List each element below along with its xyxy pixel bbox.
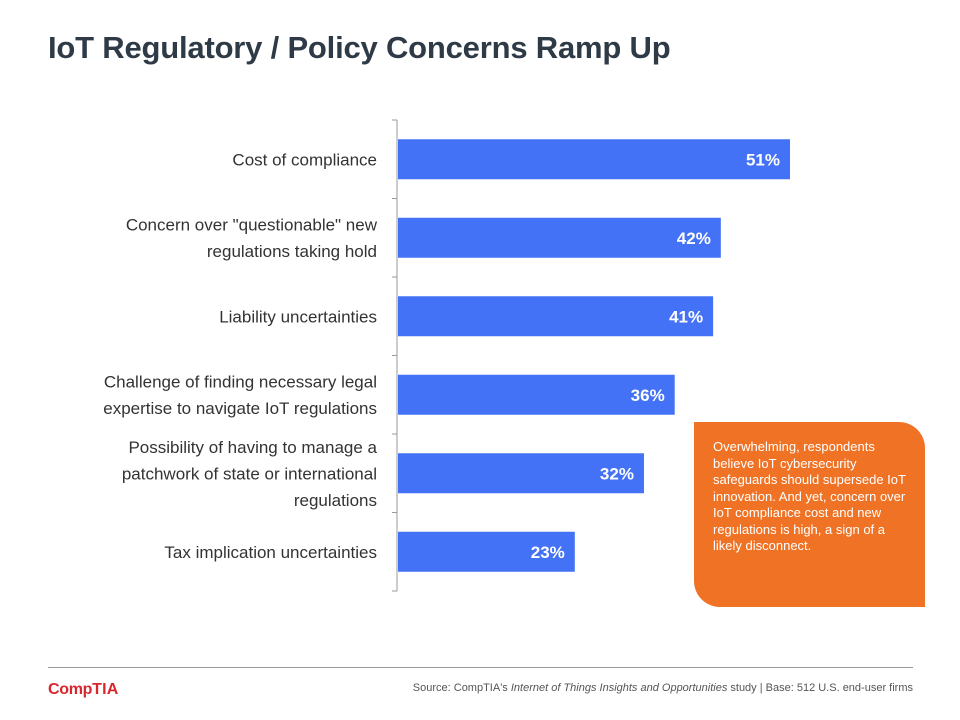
data-label: 32% xyxy=(600,464,634,483)
bar xyxy=(398,531,575,572)
category-label: Challenge of finding necessary legal xyxy=(104,373,377,392)
data-label: 36% xyxy=(631,386,665,405)
page-title: IoT Regulatory / Policy Concerns Ramp Up xyxy=(48,30,671,65)
bar xyxy=(398,374,675,415)
source-note: Source: CompTIA's Internet of Things Ins… xyxy=(413,682,913,694)
bar xyxy=(398,139,790,180)
category-label: Possibility of having to manage a xyxy=(128,438,377,457)
source-prefix: Source: CompTIA's xyxy=(412,682,511,694)
logo-part-comp: Comp xyxy=(48,681,93,698)
data-label: 23% xyxy=(531,543,565,562)
category-label: Liability uncertainties xyxy=(219,307,377,326)
callout-box: Overwhelming, respondents believe IoT cy… xyxy=(694,422,925,607)
category-label: expertise to navigate IoT regulations xyxy=(103,399,377,418)
data-label: 51% xyxy=(746,150,780,169)
category-label: patchwork of state or international xyxy=(122,464,377,483)
source-suffix: study | Base: 512 U.S. end-user firms xyxy=(727,682,913,694)
bar xyxy=(398,217,721,258)
bar xyxy=(398,296,714,337)
logo-part-tia: TIA xyxy=(92,681,119,698)
category-label: regulations taking hold xyxy=(207,242,377,261)
footer-divider xyxy=(48,667,913,668)
comptia-logo: CompTIA xyxy=(48,681,119,699)
category-label: Cost of compliance xyxy=(232,150,377,169)
bar-chart: 51% Cost of compliance 42% Concern over "qu… xyxy=(103,119,790,592)
data-label: 41% xyxy=(669,307,703,326)
category-label: Tax implication uncertainties xyxy=(164,543,377,562)
category-label: Concern over "questionable" new xyxy=(126,216,378,235)
callout-text: Overwhelming, respondents believe IoT cy… xyxy=(713,439,906,553)
data-label: 42% xyxy=(677,229,711,248)
source-study-title: Internet of Things Insights and Opportun… xyxy=(510,682,728,694)
category-label: regulations xyxy=(294,491,377,510)
bar xyxy=(398,453,644,494)
